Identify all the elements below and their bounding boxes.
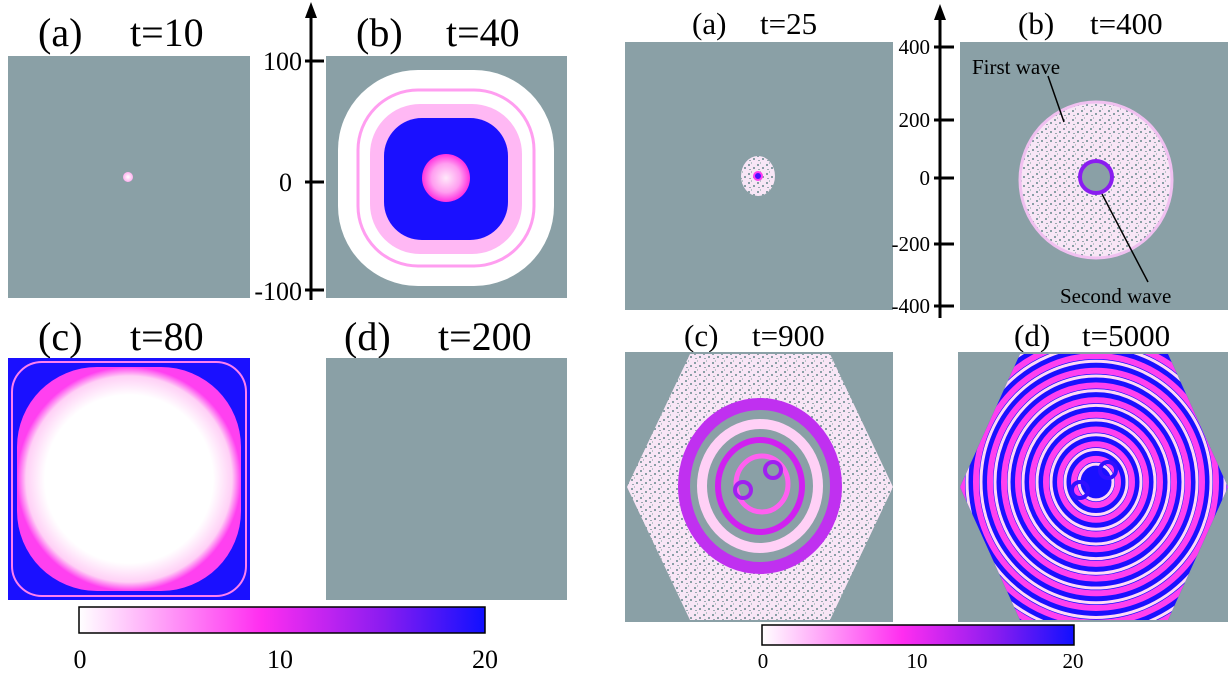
colorbar-tick: 20 <box>1063 649 1084 673</box>
corner-fringe <box>11 361 247 597</box>
panel-title: t=25 <box>760 6 817 41</box>
colorbar-tick: 10 <box>267 645 293 673</box>
y-tick-label: 200 <box>899 108 931 132</box>
wave-band <box>973 354 1219 611</box>
spot <box>123 172 133 182</box>
panel-label: (b) <box>356 10 403 55</box>
panel-label: (a) <box>692 6 726 41</box>
panel-title: t=900 <box>752 318 825 353</box>
wave-band <box>1029 411 1163 553</box>
wave-band <box>979 359 1213 605</box>
annotation: Second wave <box>1060 284 1171 308</box>
panel-title: t=40 <box>446 10 520 55</box>
panel-title: t=10 <box>130 10 204 55</box>
panel-title: t=80 <box>130 314 204 359</box>
left-figure: (a) t=10 (b) t=40 100 0 -100 (c) t=80 (d… <box>8 2 567 673</box>
wave-band <box>1035 418 1157 546</box>
spiral-core <box>763 460 783 480</box>
y-tick-label: -200 <box>892 232 931 256</box>
panel-title: t=5000 <box>1082 318 1170 353</box>
panel-label: (c) <box>684 318 718 353</box>
panel-label: (c) <box>38 314 82 359</box>
wave-band <box>1015 397 1177 567</box>
panel-title: t=400 <box>1090 6 1163 41</box>
right-figure: (a) t=25 (b) t=400 First wave Second wav… <box>625 4 1228 673</box>
wave-band <box>987 367 1205 597</box>
wave-band <box>1049 433 1143 531</box>
wave-interior <box>17 367 241 591</box>
spiral-core <box>733 480 753 500</box>
second-wave <box>1078 159 1114 195</box>
spiral-waves <box>960 354 1228 620</box>
colorbar-tick: 0 <box>74 645 87 673</box>
ticks: 400 200 0 -200 -400 <box>892 35 954 318</box>
panel-label: (d) <box>344 314 391 359</box>
wave-band <box>1043 426 1149 538</box>
y-tick-label: 0 <box>279 168 292 197</box>
wave-ring <box>356 88 536 268</box>
wave-band <box>697 419 823 553</box>
panel-label: (b) <box>1018 6 1054 41</box>
panel-label: (a) <box>38 10 82 55</box>
wave-band <box>993 374 1199 590</box>
spiral-core <box>1070 480 1090 500</box>
spiral-core <box>1098 460 1118 480</box>
wave-band <box>1057 441 1135 523</box>
colorbar-tick: 0 <box>758 649 769 673</box>
second-wave <box>753 171 763 181</box>
y-tick-label: -400 <box>892 294 931 318</box>
axis-arrow <box>305 2 317 18</box>
annotation-arrow <box>1047 75 1065 123</box>
spiral-waves <box>678 398 842 574</box>
colorbar <box>78 606 486 634</box>
y-tick-label: 400 <box>899 35 931 59</box>
wave-band <box>1063 447 1129 517</box>
y-tick-label: 100 <box>263 47 302 76</box>
y-tick-label: 0 <box>920 166 931 190</box>
colorbar-tick: 10 <box>907 649 928 673</box>
wave-band <box>965 354 1227 619</box>
y-tick-label: -100 <box>254 277 302 306</box>
panel-d <box>326 358 567 600</box>
colorbar <box>761 624 1075 646</box>
axis-arrow <box>934 4 946 20</box>
colorbar-tick: 20 <box>472 645 498 673</box>
panel-label: (d) <box>1014 318 1050 353</box>
wave-band <box>1007 389 1185 575</box>
wave-center <box>422 154 470 202</box>
annotation-arrow <box>1101 193 1149 283</box>
wave-band <box>1021 403 1171 561</box>
hexagon-domain <box>960 354 1228 620</box>
panel-title: t=200 <box>438 314 532 359</box>
wave-band <box>1001 382 1191 582</box>
annotation: First wave <box>972 55 1060 79</box>
